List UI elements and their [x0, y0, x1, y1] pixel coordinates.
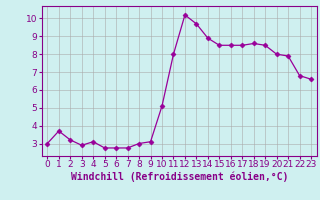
X-axis label: Windchill (Refroidissement éolien,°C): Windchill (Refroidissement éolien,°C) — [70, 172, 288, 182]
